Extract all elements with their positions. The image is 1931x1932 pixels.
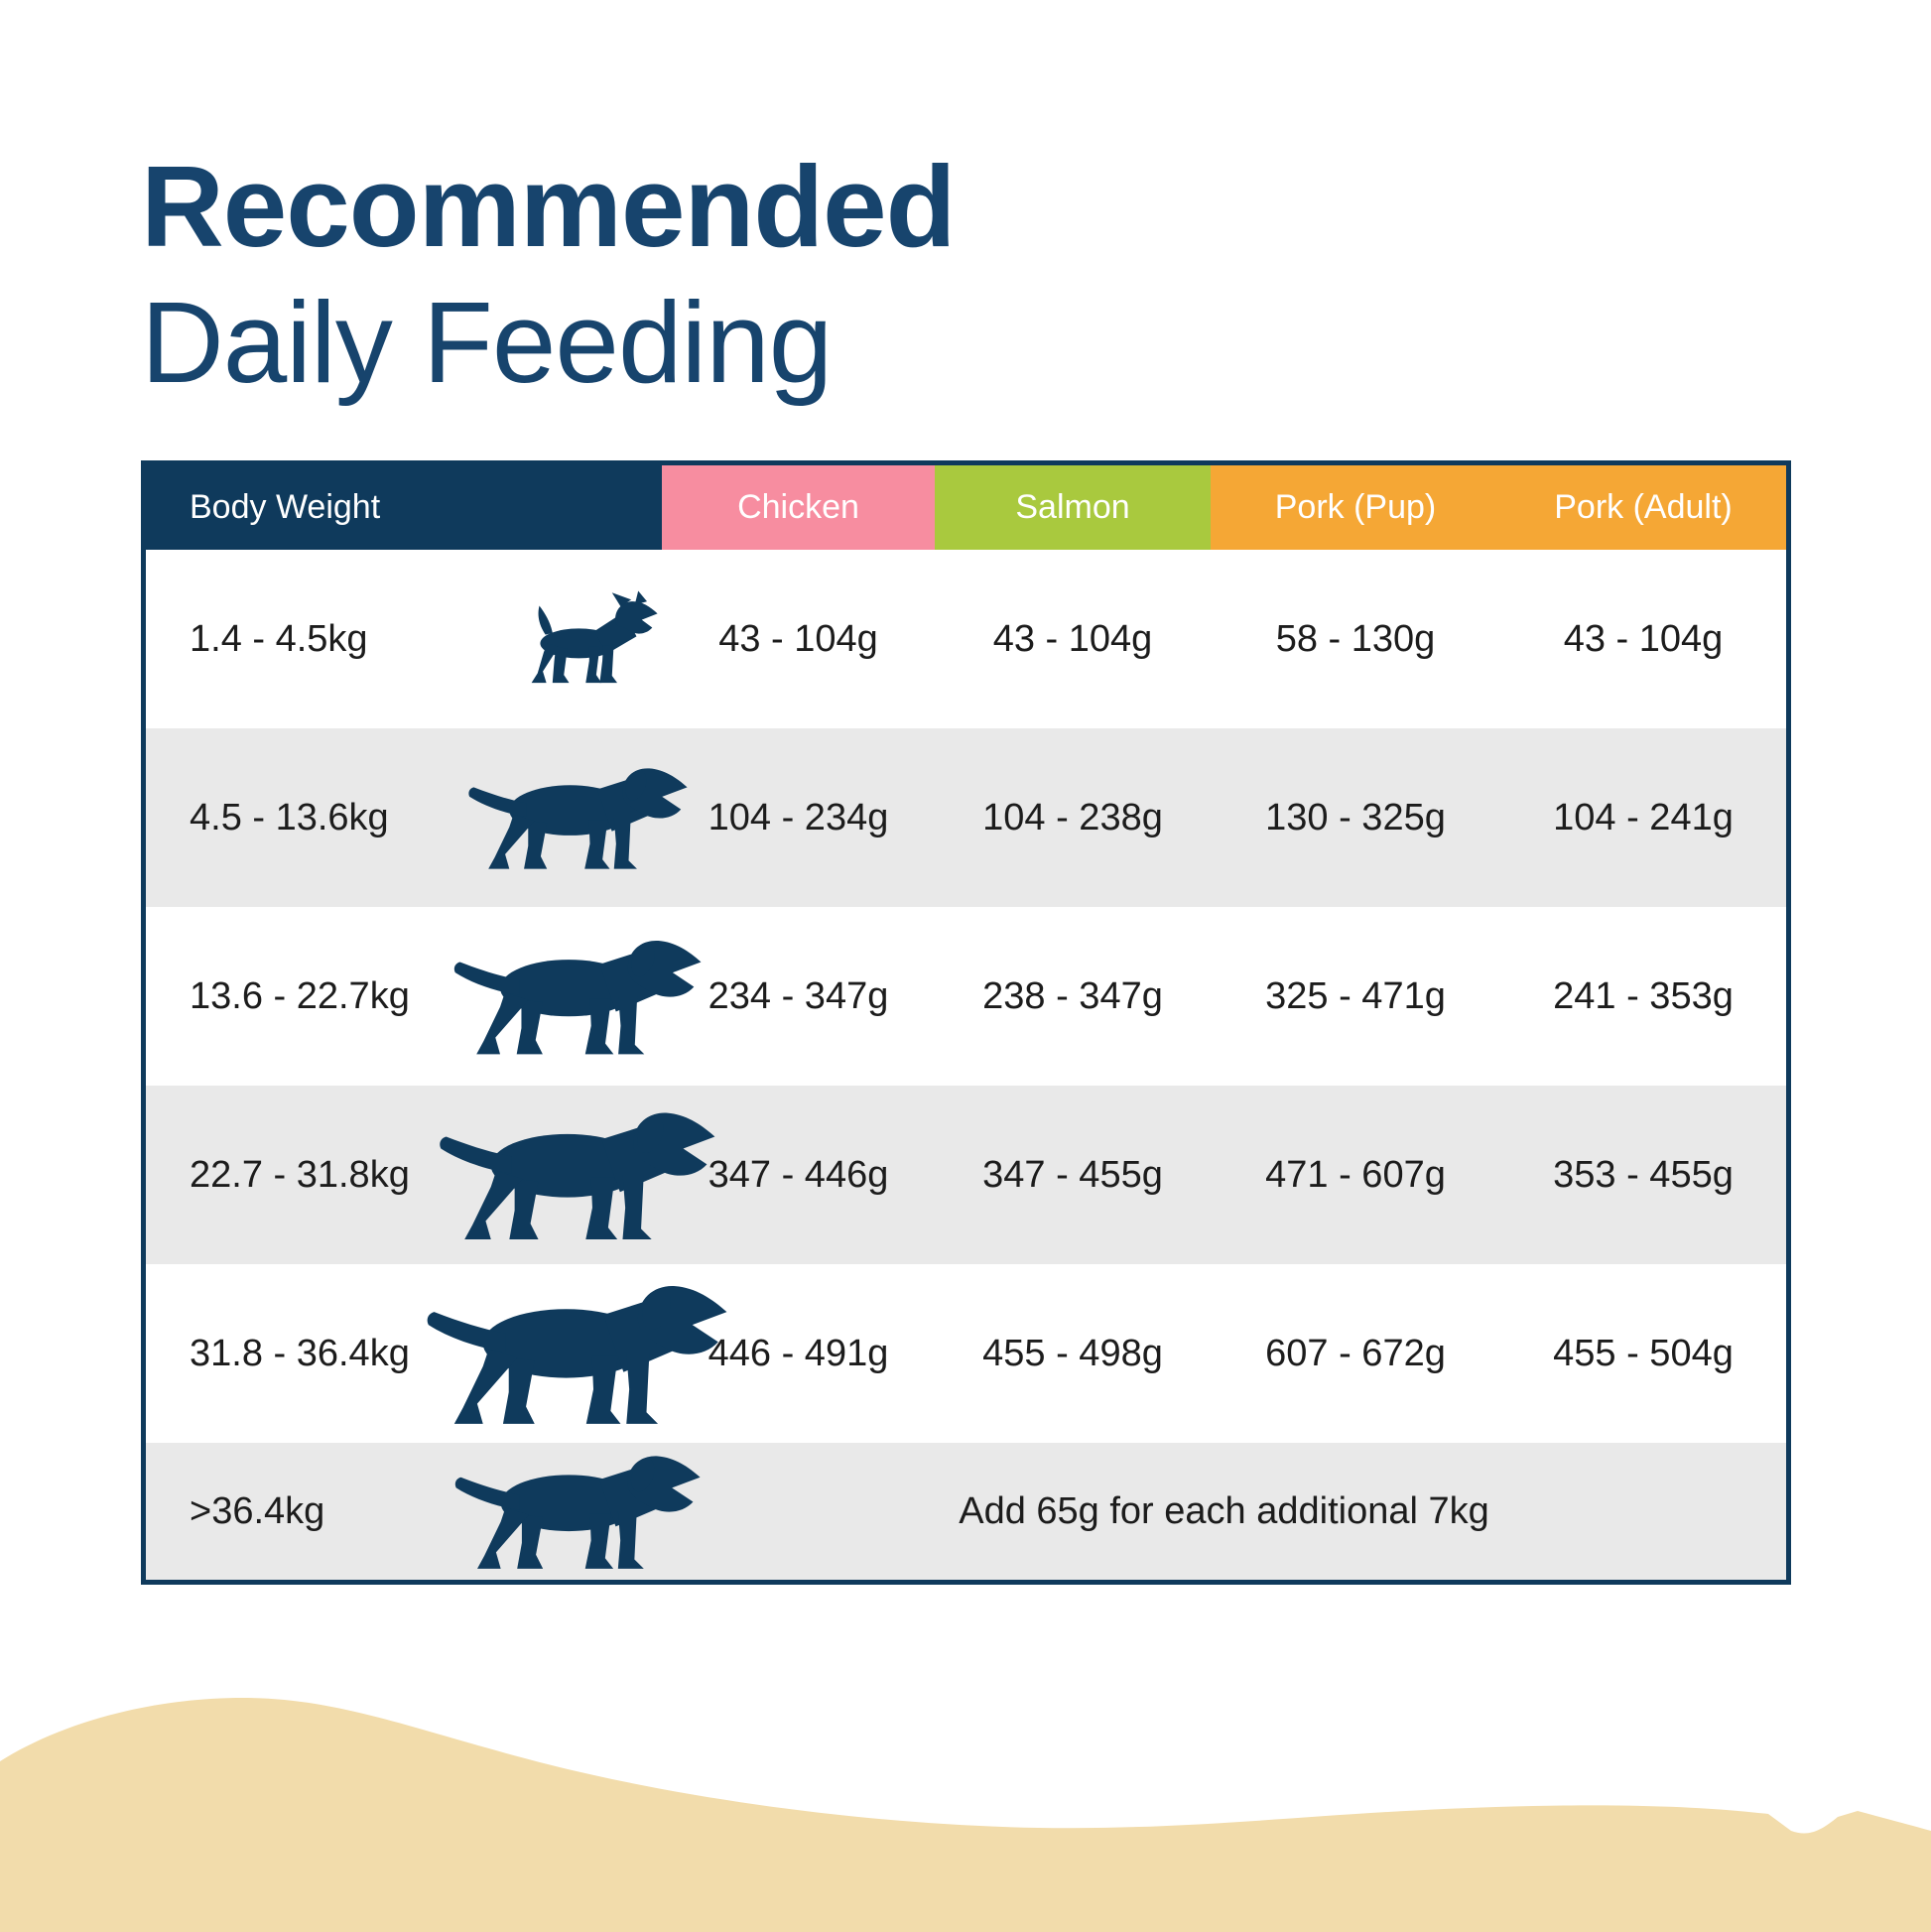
pork-pup-value: 471 - 607g xyxy=(1265,1153,1446,1196)
weight-label: 13.6 - 22.7kg xyxy=(190,974,410,1017)
title-line1: Recommended xyxy=(141,142,957,271)
chicken-value: 347 - 446g xyxy=(708,1153,889,1196)
header-chicken: Chicken xyxy=(662,465,935,550)
pork-adult-value: 455 - 504g xyxy=(1553,1332,1734,1374)
weight-cell: 13.6 - 22.7kg xyxy=(146,975,662,1018)
chicken-value: 446 - 491g xyxy=(708,1332,889,1374)
title-line2: Daily Feeding xyxy=(141,277,833,407)
pork-adult-value: 353 - 455g xyxy=(1553,1153,1734,1196)
table-header-row: Body Weight Chicken Salmon Pork (Pup) Po… xyxy=(146,465,1786,550)
chicken-value: 104 - 234g xyxy=(708,796,889,838)
weight-cell: 31.8 - 36.4kg xyxy=(146,1333,662,1375)
header-pork-pup: Pork (Pup) xyxy=(1211,465,1500,550)
additional-feeding-note: Add 65g for each additional 7kg xyxy=(959,1489,1489,1532)
header-salmon: Salmon xyxy=(935,465,1211,550)
salmon-value: 104 - 238g xyxy=(982,796,1163,838)
pork-pup-value: 607 - 672g xyxy=(1265,1332,1446,1374)
feeding-table: Body Weight Chicken Salmon Pork (Pup) Po… xyxy=(141,460,1791,1585)
medium-dog-icon xyxy=(465,760,696,875)
header-body-weight: Body Weight xyxy=(146,465,662,550)
pork-adult-value: 43 - 104g xyxy=(1563,617,1724,660)
table-row: >36.4kg Add 65g for each additional 7kg xyxy=(146,1443,1786,1580)
pork-pup-value: 130 - 325g xyxy=(1265,796,1446,838)
table-row: 13.6 - 22.7kg 234 - 347g 238 - 347g 325 … xyxy=(146,907,1786,1086)
header-pork-adult: Pork (Adult) xyxy=(1500,465,1786,550)
weight-cell: 4.5 - 13.6kg xyxy=(146,797,662,839)
weight-label: 22.7 - 31.8kg xyxy=(190,1153,410,1196)
table-row: 1.4 - 4.5kg 43 - 104g 43 - 104g 58 - 130… xyxy=(146,550,1786,728)
weight-label: 4.5 - 13.6kg xyxy=(190,796,389,838)
small-dog-icon xyxy=(501,591,660,688)
pork-pup-value: 58 - 130g xyxy=(1275,617,1436,660)
weight-label: 31.8 - 36.4kg xyxy=(190,1332,410,1374)
pork-adult-value: 104 - 241g xyxy=(1553,796,1734,838)
weight-label: >36.4kg xyxy=(190,1489,325,1532)
chicken-value: 234 - 347g xyxy=(708,974,889,1017)
weight-label: 1.4 - 4.5kg xyxy=(190,617,368,660)
weight-cell: >36.4kg xyxy=(146,1490,662,1533)
salmon-value: 43 - 104g xyxy=(992,617,1153,660)
pork-pup-value: 325 - 471g xyxy=(1265,974,1446,1017)
weight-cell: 1.4 - 4.5kg xyxy=(146,618,662,661)
chicken-value: 43 - 104g xyxy=(718,617,878,660)
page-title: Recommended Daily Feeding xyxy=(141,139,957,411)
table-row: 22.7 - 31.8kg 347 - 446g 347 - 455g 471 … xyxy=(146,1086,1786,1264)
table-row: 4.5 - 13.6kg 104 - 234g 104 - 238g 130 -… xyxy=(146,728,1786,907)
table-row: 31.8 - 36.4kg 446 - 491g 455 - 498g 607 … xyxy=(146,1264,1786,1443)
weight-cell: 22.7 - 31.8kg xyxy=(146,1154,662,1197)
salmon-value: 347 - 455g xyxy=(982,1153,1163,1196)
sand-wave-decoration xyxy=(0,1698,1931,1932)
pork-adult-value: 241 - 353g xyxy=(1553,974,1734,1017)
salmon-value: 238 - 347g xyxy=(982,974,1163,1017)
salmon-value: 455 - 498g xyxy=(982,1332,1163,1374)
